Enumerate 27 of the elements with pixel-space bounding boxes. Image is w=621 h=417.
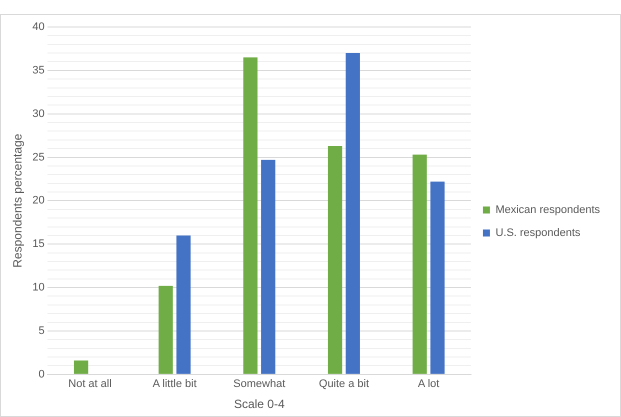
x-tick-label: Somewhat (233, 378, 286, 390)
x-tick-label: A little bit (152, 378, 197, 390)
x-tick-label: A lot (418, 378, 440, 390)
y-tick-label: 35 (32, 64, 45, 76)
y-tick-label: 5 (38, 325, 45, 338)
y-axis-title: Respondents percentage (10, 133, 25, 268)
y-tick-label: 25 (32, 151, 45, 164)
y-tick-label: 15 (32, 238, 45, 250)
legend-label: Mexican respondents (495, 204, 600, 216)
bar (176, 235, 191, 374)
x-tick-label: Quite a bit (318, 378, 370, 390)
bar (74, 360, 88, 374)
bar (430, 182, 445, 374)
bar (243, 57, 258, 374)
bar (412, 154, 427, 374)
bar (158, 286, 173, 374)
y-tick-label: 40 (32, 21, 45, 34)
bar (346, 53, 360, 374)
x-tick-label: Not at all (68, 378, 112, 390)
y-tick-label: 0 (38, 368, 45, 380)
bar (261, 160, 276, 374)
legend-label: U.S. respondents (495, 227, 581, 240)
y-tick-label: 20 (32, 194, 45, 207)
x-axis-title: Scale 0-4 (234, 397, 285, 412)
y-tick-label: 10 (32, 282, 45, 294)
bar (328, 146, 342, 374)
y-tick-label: 30 (32, 108, 45, 120)
